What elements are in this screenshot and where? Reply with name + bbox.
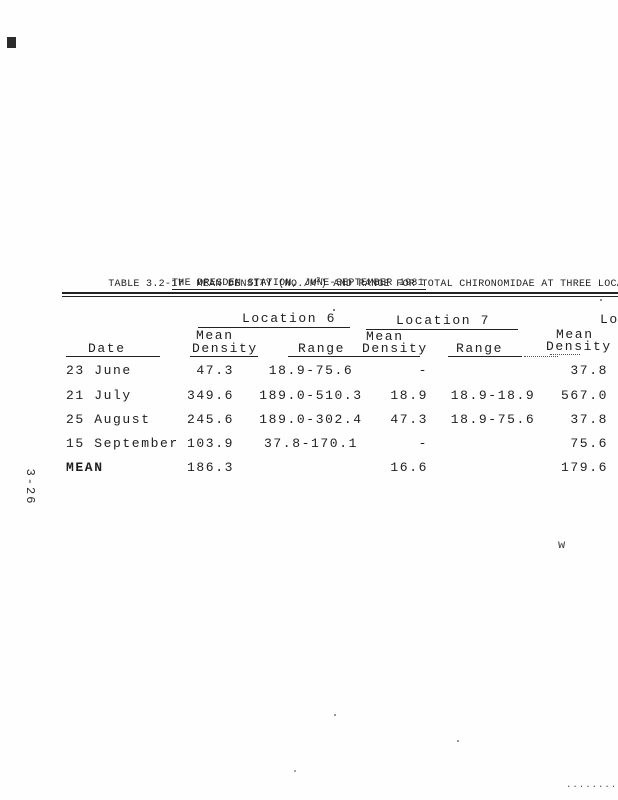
table-row: 15 September 103.9 37.8-170.1 - 75.6 [0, 437, 618, 451]
loc8-mean-cell: 567.0 [560, 388, 608, 403]
density-2-underline [358, 356, 420, 357]
group-underline-location-6 [198, 327, 350, 328]
column-header-mean-1: Mean [196, 328, 234, 343]
loc6-mean-cell: 186.3 [186, 460, 234, 475]
date-cell: 21 July [66, 388, 132, 403]
range-2-trailing-dots [524, 350, 558, 357]
range-1-underline [288, 356, 362, 357]
column-header-date: Date [88, 341, 126, 356]
mean-row-label: MEAN [66, 460, 104, 475]
scan-artifact-squiggle: w [558, 538, 566, 552]
loc6-mean-cell: 349.6 [186, 388, 234, 403]
scan-artifact-dotline: ········ [566, 782, 618, 792]
loc8-mean-cell: 75.6 [570, 436, 608, 451]
table-title-line1-post: ) AND RANGE FOR TOTAL CHIRONOMIDAE AT TH… [320, 279, 618, 290]
table-row: 21 July 349.6 189.0-510.3 18.9 18.9-18.9… [0, 389, 618, 403]
loc7-mean-cell: - [418, 436, 428, 451]
loc6-range-cell: 18.9-75.6 [268, 363, 354, 378]
column-header-density-2: Density [362, 341, 428, 356]
group-underline-location-7 [366, 329, 518, 330]
loc8-mean-cell: 179.6 [560, 460, 608, 475]
date-cell: 15 September [66, 436, 179, 451]
table-row: 25 August 245.6 189.0-302.4 47.3 18.9-75… [0, 413, 618, 427]
column-header-density-3: Density [546, 339, 612, 354]
loc6-mean-cell: 103.9 [186, 436, 234, 451]
column-header-range-1: Range [298, 341, 346, 356]
loc6-mean-cell: 47.3 [196, 363, 234, 378]
table-row-mean: MEAN 186.3 16.6 179.6 [0, 461, 618, 475]
column-header-mean-3: Mean [556, 327, 594, 342]
loc7-mean-cell: 47.3 [390, 412, 428, 427]
table-title-line1: TABLE 3.2-17 MEAN DENSITY (NO./M2) AND R… [83, 263, 618, 303]
loc7-mean-cell: 18.9 [390, 388, 428, 403]
column-header-range-2: Range [456, 341, 504, 356]
scan-speck [334, 714, 336, 716]
group-header-location-8-cut: Lo [600, 312, 618, 327]
loc7-range-cell: 18.9-75.6 [450, 412, 536, 427]
table-title-superscript: 2 [316, 277, 321, 285]
density-1-underline [190, 356, 258, 357]
table-row: 23 June 47.3 18.9-75.6 - 37.8 [0, 364, 618, 378]
column-header-density-1: Density [192, 341, 258, 356]
column-header-mean-2: Mean [366, 329, 404, 344]
range-2-underline [448, 356, 522, 357]
table-title-line2: THE DRESDEN STATION, JUNE-SEPTEMBER 1981 [172, 278, 425, 289]
date-underline [66, 356, 160, 357]
loc8-mean-cell: 37.8 [570, 363, 608, 378]
scan-artifact-square [7, 37, 16, 48]
loc7-mean-cell: 16.6 [390, 460, 428, 475]
date-cell: 23 June [66, 363, 132, 378]
group-header-location-6: Location 6 [241, 311, 336, 326]
loc7-range-cell: 18.9-18.9 [450, 388, 536, 403]
loc6-range-cell: 189.0-510.3 [259, 388, 363, 403]
loc7-mean-cell: - [418, 363, 428, 378]
scan-speck [333, 309, 335, 311]
scan-speck [600, 299, 602, 301]
header-double-rule-top [62, 292, 618, 294]
table-title-line1-pre: TABLE 3.2-17 MEAN DENSITY (NO./M [108, 279, 317, 290]
scan-speck [457, 740, 459, 742]
density-3-dashes [550, 348, 580, 355]
title-underline [172, 289, 426, 290]
scan-speck [294, 770, 296, 772]
page-number-vertical: 3-26 [23, 468, 37, 506]
header-double-rule-bottom [62, 296, 618, 297]
date-cell: 25 August [66, 412, 151, 427]
loc6-range-cell: 37.8-170.1 [263, 436, 358, 451]
group-header-location-7: Location 7 [395, 313, 490, 328]
loc6-mean-cell: 245.6 [186, 412, 234, 427]
loc6-range-cell: 189.0-302.4 [259, 412, 363, 427]
loc8-mean-cell: 37.8 [570, 412, 608, 427]
